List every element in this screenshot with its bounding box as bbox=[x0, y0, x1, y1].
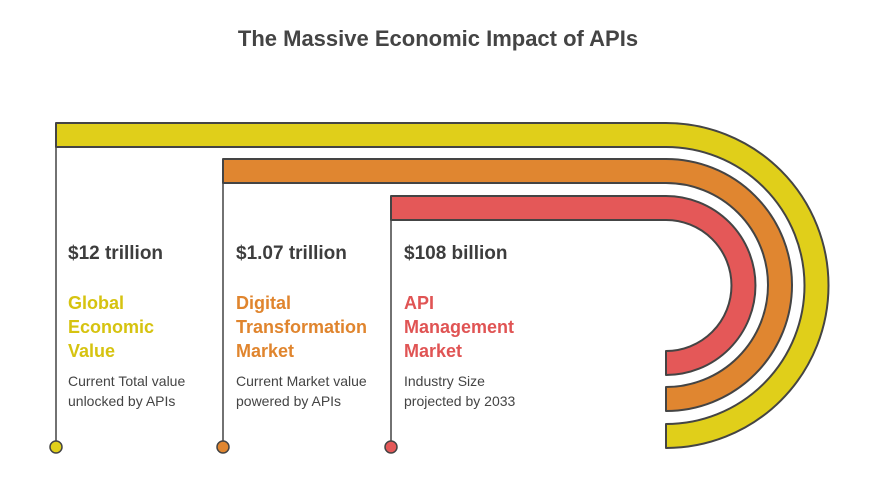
stem-dot-3 bbox=[384, 440, 398, 454]
label-text: API Management Market bbox=[404, 291, 574, 363]
label-line: API bbox=[404, 293, 435, 313]
value-text: $108 billion bbox=[404, 243, 508, 264]
band-api-management-market bbox=[390, 195, 757, 376]
description-text: Current Market value powered by APIs bbox=[236, 371, 406, 411]
card-api-management-market: $108 billion API Management Market Indus… bbox=[404, 243, 574, 409]
label-line: Value bbox=[68, 341, 116, 361]
label-line: Economic bbox=[68, 317, 155, 337]
band-digital-transformation-market bbox=[222, 158, 793, 412]
label-line: Digital bbox=[236, 293, 292, 313]
card-digital-transformation-market: $1.07 trillion Digital Transformation Ma… bbox=[236, 243, 406, 409]
page-title: The Massive Economic Impact of APIs bbox=[238, 26, 638, 51]
stem-dot-2 bbox=[216, 440, 230, 454]
desc-line: powered by APIs bbox=[236, 393, 342, 409]
label-text: Digital Transformation Market bbox=[236, 291, 406, 363]
label-line: Transformation bbox=[236, 317, 368, 337]
label-text: Global Economic Value bbox=[68, 291, 238, 363]
value-text: $1.07 trillion bbox=[236, 243, 347, 264]
label-line: Management bbox=[404, 317, 515, 337]
desc-line: Industry Size bbox=[404, 373, 485, 389]
card-global-economic-value: $12 trillion Global Economic Value Curre… bbox=[68, 243, 238, 409]
label-line: Global bbox=[68, 293, 125, 313]
description-text: Current Total value unlocked by APIs bbox=[68, 371, 238, 411]
description-text: Industry Size projected by 2033 bbox=[404, 371, 574, 411]
band-global-economic-value bbox=[55, 122, 830, 449]
stem-dot-1 bbox=[49, 440, 63, 454]
desc-line: unlocked by APIs bbox=[68, 393, 176, 409]
label-line: Market bbox=[404, 341, 463, 361]
desc-line: Current Market value bbox=[236, 373, 367, 389]
label-line: Market bbox=[236, 341, 295, 361]
value-text: $12 trillion bbox=[68, 243, 164, 264]
desc-line: Current Total value bbox=[68, 373, 186, 389]
desc-line: projected by 2033 bbox=[404, 393, 516, 409]
